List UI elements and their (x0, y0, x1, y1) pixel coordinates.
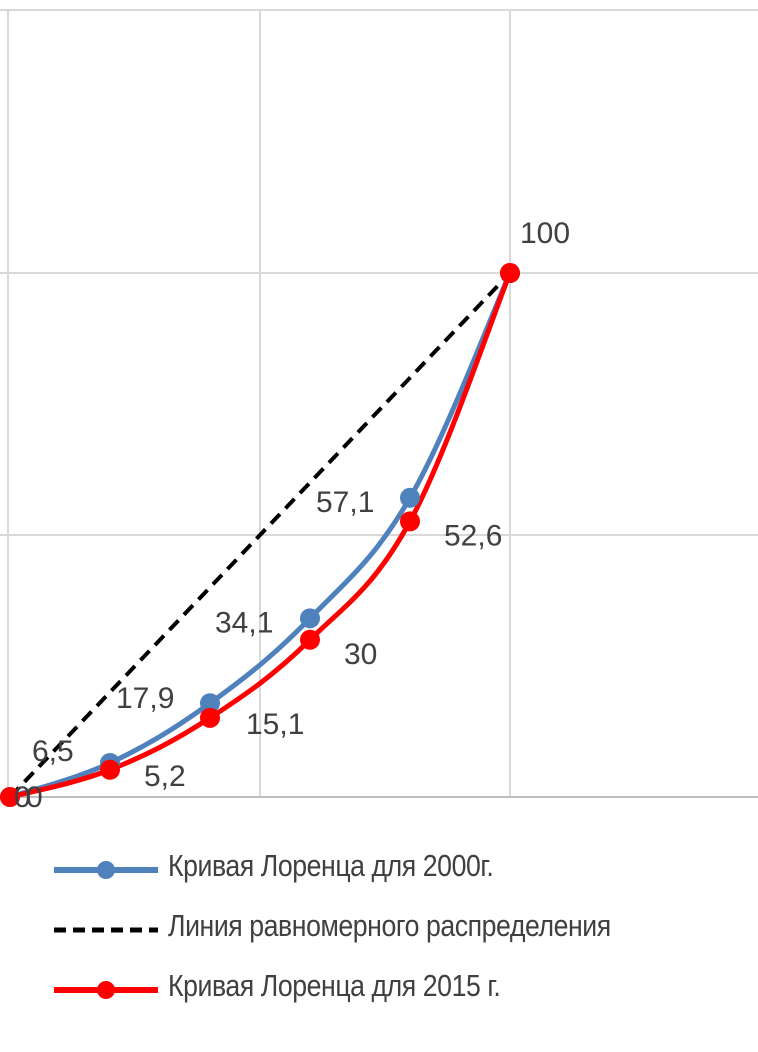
legend-label-2015: Кривая Лоренца для 2015 г. (168, 968, 501, 1003)
series-markers (0, 263, 520, 807)
point-2015-2 (200, 707, 220, 728)
point-2015-1 (100, 759, 120, 780)
legend-swatch-2000 (54, 861, 158, 879)
data-label-2015-0: 0 (26, 781, 43, 814)
data-label-2000-3: 34,1 (215, 606, 273, 639)
legend-item-equality: Линия равномерного распределения (0, 900, 758, 960)
data-label-2015-2: 15,1 (246, 708, 304, 741)
point-2000-4 (400, 487, 420, 508)
point-2000-2 (200, 693, 220, 714)
data-label-2015-1: 5,2 (144, 760, 186, 793)
legend: Кривая Лоренца для 2000г. Линия равномер… (0, 840, 758, 1020)
point-2015-0 (0, 787, 20, 807)
point-2015-4 (400, 511, 420, 532)
data-label-2015-3: 30 (344, 638, 377, 671)
point-2000-3 (300, 608, 320, 629)
data-label-2000-5: 100 (520, 217, 570, 250)
legend-item-2000: Кривая Лоренца для 2000г. (0, 840, 758, 900)
data-label-2000-4: 57,1 (316, 486, 374, 519)
data-label-2000-0: 0 (14, 781, 31, 814)
gridlines (0, 9, 758, 798)
legend-swatch-equality (54, 927, 158, 933)
point-2015-5 (500, 263, 520, 283)
legend-item-2015: Кривая Лоренца для 2015 г. (0, 960, 758, 1020)
series-line-equality (8, 271, 512, 799)
data-label-2015-4: 52,6 (444, 519, 502, 552)
legend-label-equality: Линия равномерного распределения (168, 908, 611, 943)
point-2015-3 (300, 629, 320, 650)
data-label-2000-2: 17,9 (116, 682, 174, 715)
data-label-2000-1: 6,5 (32, 735, 74, 768)
legend-swatch-2015 (54, 981, 158, 999)
legend-label-2000: Кривая Лоренца для 2000г. (168, 848, 494, 883)
